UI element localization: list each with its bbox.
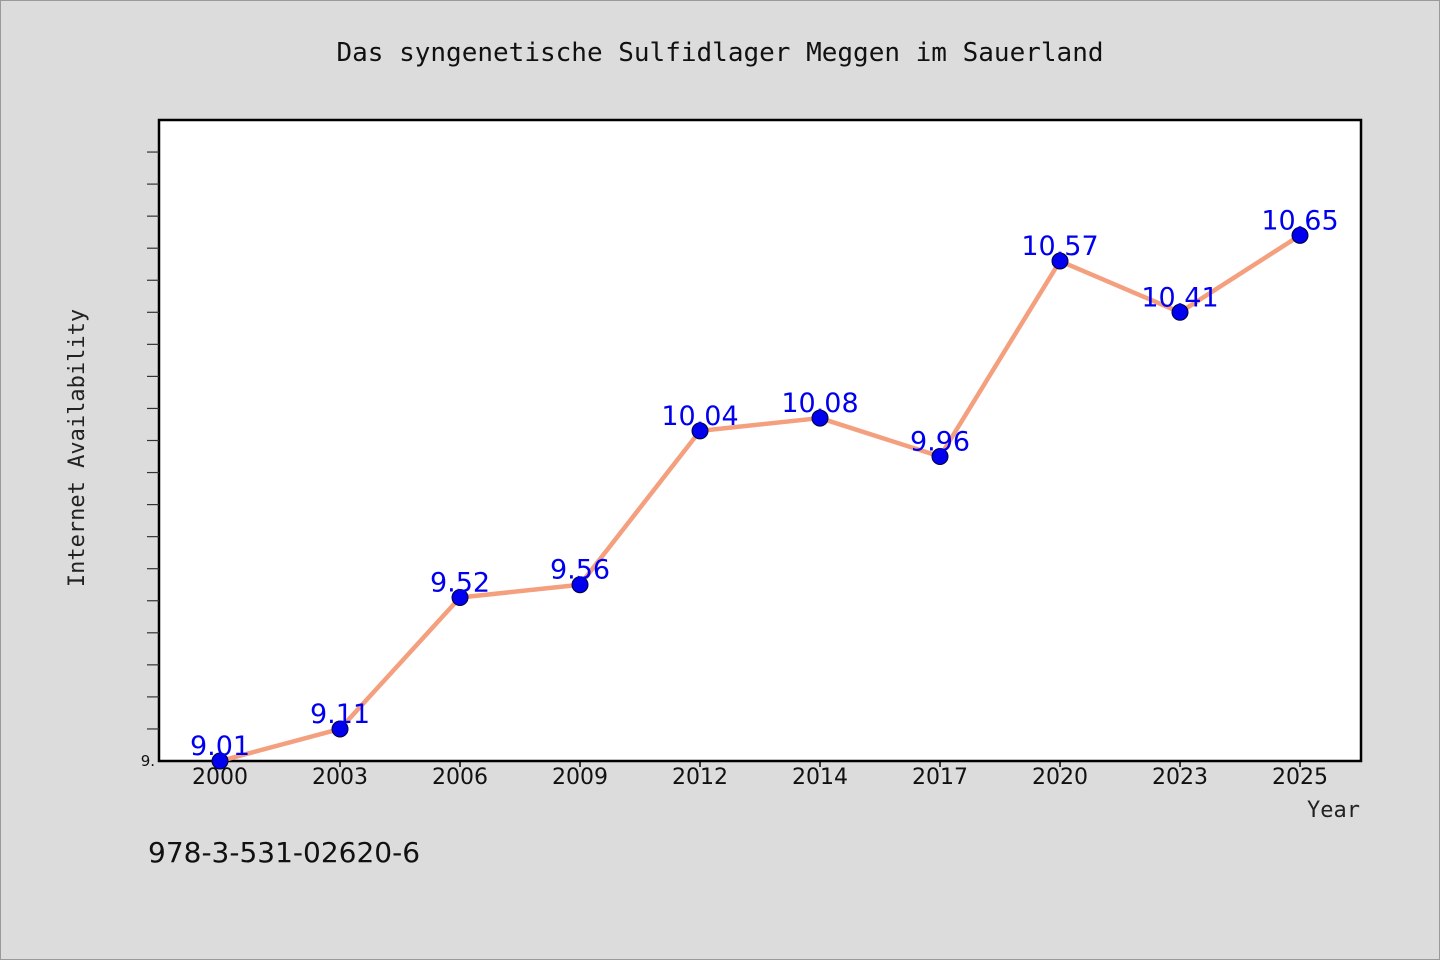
series-line xyxy=(217,233,1303,764)
x-tick-label: 2025 xyxy=(1272,765,1328,790)
x-tick-label: 2014 xyxy=(792,765,848,790)
series-layer: 9.01 9.11 9.52 9.56 10.04 10.08 9.96 10.57 10.41… xyxy=(190,205,1339,770)
data-label: 10.57 xyxy=(1021,231,1098,262)
data-label: 10.65 xyxy=(1261,205,1338,236)
x-tick-label: 2020 xyxy=(1032,765,1088,790)
y-axis-label: Internet Availability xyxy=(65,309,90,587)
data-label: 9.11 xyxy=(310,699,370,730)
x-tick-label: 2003 xyxy=(312,765,368,790)
x-tick-label: 2009 xyxy=(552,765,608,790)
y-tick-label: 9. xyxy=(141,752,155,770)
data-point xyxy=(451,589,469,607)
data-point xyxy=(331,720,349,738)
data-point xyxy=(811,409,829,427)
x-tick-label: 2006 xyxy=(432,765,488,790)
data-label: 9.96 xyxy=(910,427,970,458)
data-point xyxy=(571,576,589,594)
data-point xyxy=(691,422,709,440)
data-point xyxy=(1051,252,1069,270)
chart-title: Das syngenetische Sulfidlager Meggen im … xyxy=(336,38,1103,68)
data-point xyxy=(1171,303,1189,321)
footnote-isbn: 978-3-531-02620-6 xyxy=(148,836,420,869)
data-label: 9.56 xyxy=(550,555,610,586)
data-point xyxy=(1291,226,1309,244)
data-label: 10.08 xyxy=(781,388,858,419)
data-label: 10.04 xyxy=(661,401,738,432)
x-axis-label: Year xyxy=(1307,798,1360,823)
x-tick-label: 2012 xyxy=(672,765,728,790)
x-axis: 2000 2003 2006 2009 2012 2014 2017 2020 2023 2025 xyxy=(192,761,1328,790)
data-point xyxy=(211,752,229,770)
plot-area xyxy=(157,118,1363,763)
x-tick-label: 2017 xyxy=(912,765,968,790)
x-tick-label: 2023 xyxy=(1152,765,1208,790)
data-label: 10.41 xyxy=(1141,282,1218,313)
data-label: 9.01 xyxy=(190,731,250,762)
data-point xyxy=(931,448,949,466)
y-axis: 9. xyxy=(141,151,159,770)
data-label: 9.52 xyxy=(430,568,490,599)
